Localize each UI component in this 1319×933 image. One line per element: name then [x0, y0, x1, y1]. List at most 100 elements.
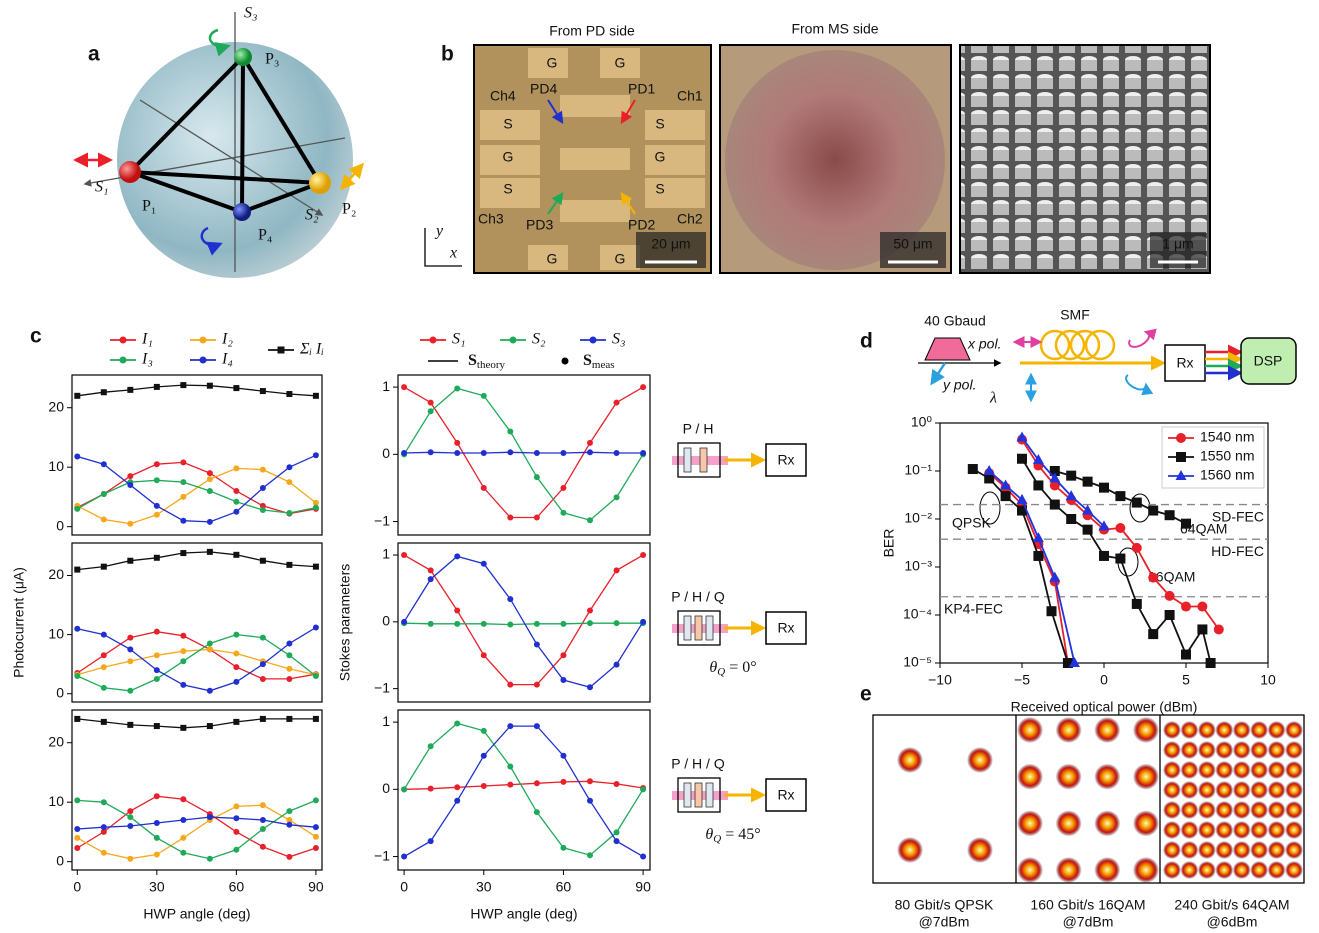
legend-sub: theory — [477, 359, 506, 371]
point — [234, 48, 252, 66]
symbol-cloud — [1268, 801, 1286, 819]
data-point — [428, 567, 434, 573]
legend-marker — [120, 357, 127, 364]
legend-label: I₄ — [221, 351, 233, 368]
data-point — [101, 664, 107, 670]
receiver-label: Rx — [777, 787, 794, 803]
data-point — [587, 620, 593, 626]
symbol-cloud — [1133, 810, 1159, 836]
data-point — [233, 552, 239, 558]
note-text: = 0° — [725, 659, 756, 676]
symbol-cloud — [1215, 821, 1233, 839]
series-line — [77, 480, 316, 513]
symbol-cloud — [1233, 721, 1251, 739]
data-point — [313, 625, 319, 631]
y-tick-label: 10⁻³ — [904, 558, 932, 574]
data-point — [154, 555, 160, 561]
symbol-cloud — [1198, 861, 1216, 879]
data-point — [1206, 658, 1216, 668]
x-tick-label: 60 — [229, 879, 245, 895]
symbol-cloud — [1180, 741, 1198, 759]
point — [233, 203, 251, 221]
y-tick-label: 20 — [48, 733, 64, 749]
data-point — [286, 479, 292, 485]
legend-note: Stheory — [468, 352, 506, 371]
channel-label: Ch1 — [677, 88, 703, 104]
data-point — [534, 474, 540, 480]
data-point — [640, 854, 646, 860]
data-point — [401, 552, 407, 558]
pad-label: S — [503, 181, 512, 197]
data-point — [127, 823, 133, 829]
legend-marker — [430, 337, 437, 344]
data-point — [260, 388, 266, 394]
symbol-cloud — [1250, 761, 1268, 779]
receiver-label: Rx — [1176, 355, 1193, 371]
y-tick-label: 1 — [382, 713, 390, 729]
data-point — [401, 450, 407, 456]
point-label: P₃ — [265, 51, 279, 68]
data-point — [207, 383, 213, 389]
scale-label: 1 μm — [1162, 236, 1193, 252]
data-point — [401, 619, 407, 625]
data-point — [1066, 514, 1076, 524]
data-point — [534, 780, 540, 786]
pd-label: PD3 — [526, 217, 553, 233]
y-tick-label: 10⁻⁴ — [903, 606, 932, 622]
data-point — [286, 510, 292, 516]
data-point — [1165, 510, 1175, 520]
data-point — [313, 845, 319, 851]
data-point — [233, 499, 239, 505]
data-point — [180, 648, 186, 654]
data-point — [180, 518, 186, 524]
optic — [706, 616, 713, 640]
data-point — [127, 473, 133, 479]
symbol-cloud — [1198, 761, 1216, 779]
data-point — [1181, 602, 1191, 612]
data-point — [560, 621, 566, 627]
symbol-cloud — [1133, 857, 1159, 883]
data-point — [1132, 498, 1142, 508]
data-point — [154, 852, 160, 858]
data-point — [260, 844, 266, 850]
data-point — [481, 485, 487, 491]
channel-label: Ch4 — [490, 88, 516, 104]
data-point — [180, 682, 186, 688]
axis-label: y — [434, 223, 444, 240]
x-axis-label: HWP angle (deg) — [143, 906, 250, 922]
data-point — [614, 450, 620, 456]
data-point — [481, 621, 487, 627]
y-tick-label: 1 — [382, 378, 390, 394]
legend-marker — [120, 337, 127, 344]
y-tick-label: 20 — [48, 398, 64, 414]
data-point — [127, 482, 133, 488]
data-point — [640, 619, 646, 625]
x-axis-label: Received optical power (dBm) — [1011, 699, 1198, 715]
data-point — [207, 723, 213, 729]
processor-label: DSP — [1254, 353, 1283, 369]
data-point — [614, 400, 620, 406]
data-point — [968, 464, 978, 474]
data-point — [233, 664, 239, 670]
legend-label: I₃ — [141, 351, 153, 368]
series-line — [77, 632, 316, 679]
optic — [706, 783, 713, 807]
y-tick-label: 0 — [56, 852, 64, 868]
legend-marker — [562, 358, 569, 365]
data-point — [207, 814, 213, 820]
data-point — [428, 576, 434, 582]
data-point — [534, 515, 540, 521]
data-point — [127, 646, 133, 652]
receiver-label: Rx — [777, 452, 794, 468]
symbol-cloud — [1250, 821, 1268, 839]
data-point — [1181, 519, 1191, 529]
data-point — [614, 567, 620, 573]
data-point — [233, 509, 239, 515]
symbol-cloud — [1250, 721, 1268, 739]
note-symbol: θ — [705, 826, 713, 843]
point-label: P₁ — [142, 198, 156, 215]
data-point — [127, 856, 133, 862]
data-point — [1115, 491, 1125, 501]
optic — [695, 616, 702, 640]
series-line — [77, 468, 316, 523]
